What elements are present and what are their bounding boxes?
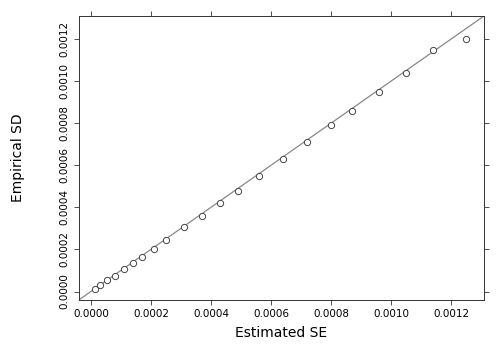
- Point: [216, 200, 224, 206]
- Point: [375, 89, 383, 94]
- Point: [279, 156, 287, 162]
- X-axis label: Estimated SE: Estimated SE: [236, 326, 328, 340]
- Point: [162, 237, 170, 243]
- Point: [234, 188, 242, 193]
- Point: [462, 36, 470, 42]
- Point: [129, 260, 137, 266]
- Y-axis label: Empirical SD: Empirical SD: [11, 114, 25, 202]
- Point: [111, 273, 119, 279]
- Point: [255, 173, 263, 179]
- Point: [198, 213, 206, 219]
- Point: [96, 283, 104, 288]
- Point: [429, 47, 437, 52]
- Point: [92, 287, 100, 292]
- Point: [402, 70, 410, 75]
- Point: [138, 254, 146, 260]
- Point: [348, 108, 356, 113]
- Point: [180, 225, 188, 230]
- Point: [303, 139, 311, 145]
- Point: [120, 267, 128, 272]
- Point: [150, 247, 158, 252]
- Point: [327, 122, 335, 128]
- Point: [104, 277, 112, 283]
